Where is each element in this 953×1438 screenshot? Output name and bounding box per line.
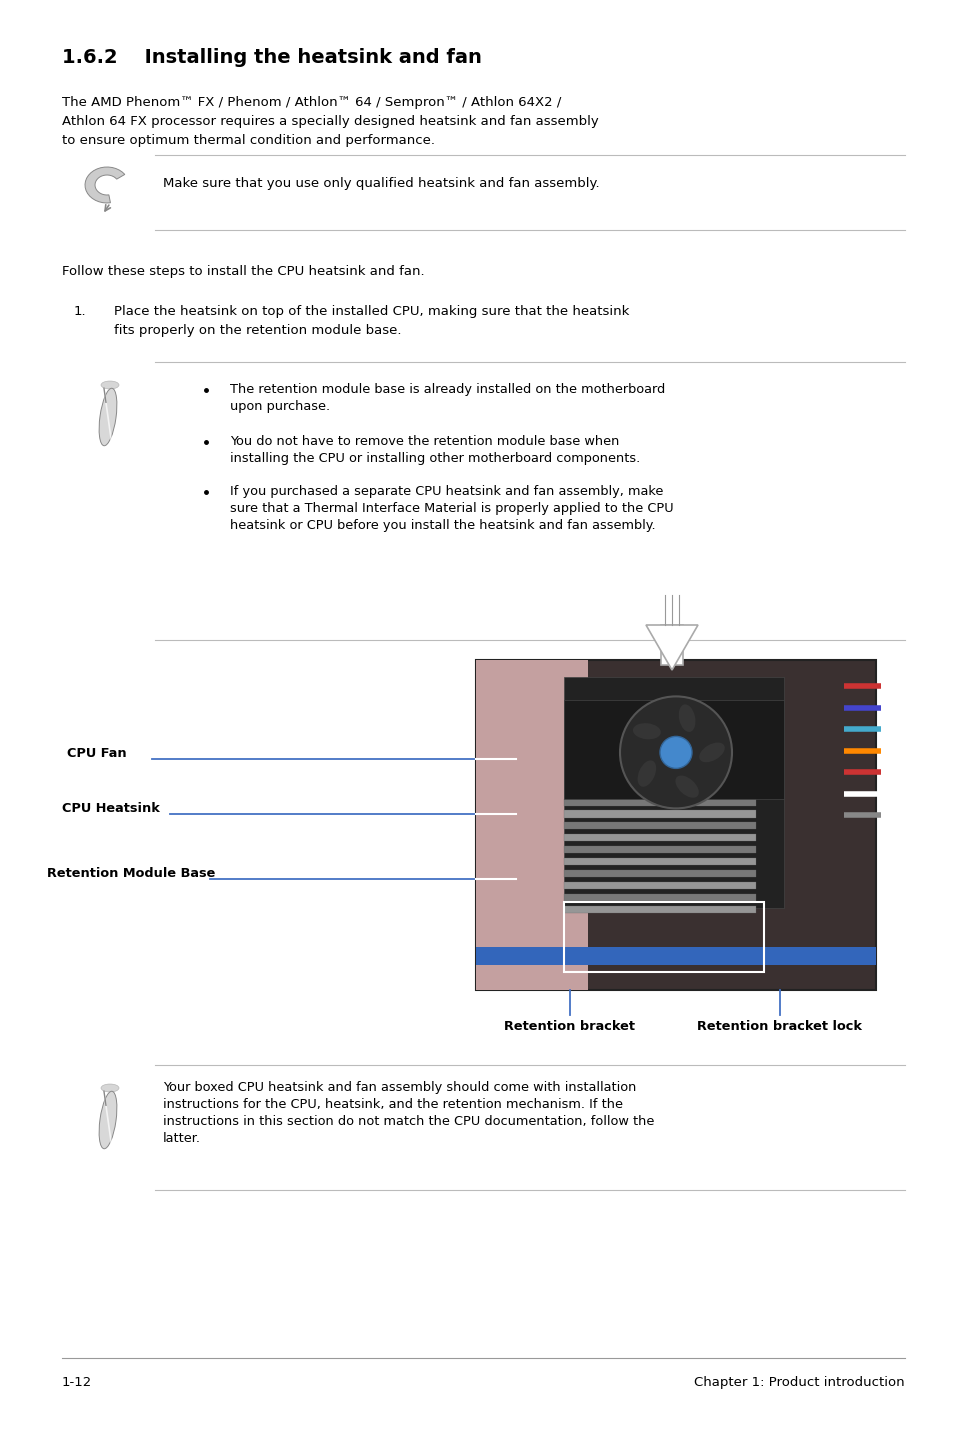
Polygon shape: [645, 626, 698, 670]
FancyBboxPatch shape: [563, 834, 755, 841]
Text: The AMD Phenom™ FX / Phenom / Athlon™ 64 / Sempron™ / Athlon 64X2 /: The AMD Phenom™ FX / Phenom / Athlon™ 64…: [62, 96, 560, 109]
FancyBboxPatch shape: [563, 811, 755, 818]
Text: instructions for the CPU, heatsink, and the retention mechanism. If the: instructions for the CPU, heatsink, and …: [163, 1099, 622, 1112]
FancyBboxPatch shape: [563, 798, 755, 805]
FancyBboxPatch shape: [476, 948, 875, 965]
FancyBboxPatch shape: [563, 846, 755, 853]
FancyBboxPatch shape: [563, 881, 755, 889]
Ellipse shape: [699, 742, 724, 762]
FancyBboxPatch shape: [660, 626, 682, 664]
Ellipse shape: [101, 381, 119, 390]
Text: CPU Fan: CPU Fan: [67, 746, 127, 761]
Polygon shape: [85, 167, 125, 203]
FancyBboxPatch shape: [563, 823, 755, 830]
Ellipse shape: [99, 388, 117, 446]
Text: to ensure optimum thermal condition and performance.: to ensure optimum thermal condition and …: [62, 134, 435, 147]
FancyBboxPatch shape: [563, 870, 755, 877]
Text: Chapter 1: Product introduction: Chapter 1: Product introduction: [694, 1376, 904, 1389]
FancyBboxPatch shape: [563, 906, 755, 913]
FancyBboxPatch shape: [563, 858, 755, 866]
Text: Athlon 64 FX processor requires a specially designed heatsink and fan assembly: Athlon 64 FX processor requires a specia…: [62, 115, 598, 128]
Text: Follow these steps to install the CPU heatsink and fan.: Follow these steps to install the CPU he…: [62, 265, 424, 278]
Text: Place the heatsink on top of the installed CPU, making sure that the heatsink: Place the heatsink on top of the install…: [113, 305, 629, 318]
Ellipse shape: [632, 723, 660, 739]
Text: fits properly on the retention module base.: fits properly on the retention module ba…: [113, 324, 401, 336]
FancyBboxPatch shape: [476, 660, 875, 989]
Text: 1.: 1.: [74, 305, 87, 318]
Ellipse shape: [101, 1084, 119, 1091]
Text: latter.: latter.: [163, 1132, 201, 1145]
Text: Retention bracket lock: Retention bracket lock: [697, 1020, 862, 1032]
Ellipse shape: [679, 705, 695, 732]
Text: instructions in this section do not match the CPU documentation, follow the: instructions in this section do not matc…: [163, 1114, 654, 1127]
Text: installing the CPU or installing other motherboard components.: installing the CPU or installing other m…: [230, 452, 639, 464]
FancyBboxPatch shape: [563, 676, 783, 907]
Ellipse shape: [675, 775, 699, 798]
FancyBboxPatch shape: [476, 660, 587, 989]
Ellipse shape: [637, 761, 656, 787]
Circle shape: [659, 736, 691, 768]
Text: CPU Heatsink: CPU Heatsink: [62, 802, 160, 815]
Text: sure that a Thermal Interface Material is properly applied to the CPU: sure that a Thermal Interface Material i…: [230, 502, 673, 515]
Text: heatsink or CPU before you install the heatsink and fan assembly.: heatsink or CPU before you install the h…: [230, 519, 655, 532]
Text: Retention bracket: Retention bracket: [504, 1020, 635, 1032]
Ellipse shape: [99, 1091, 117, 1149]
Text: You do not have to remove the retention module base when: You do not have to remove the retention …: [230, 436, 618, 449]
Text: 1-12: 1-12: [62, 1376, 92, 1389]
Text: upon purchase.: upon purchase.: [230, 400, 330, 413]
Text: If you purchased a separate CPU heatsink and fan assembly, make: If you purchased a separate CPU heatsink…: [230, 485, 662, 498]
FancyBboxPatch shape: [563, 893, 755, 900]
Circle shape: [619, 696, 731, 808]
Text: Retention Module Base: Retention Module Base: [47, 867, 215, 880]
Text: Make sure that you use only qualified heatsink and fan assembly.: Make sure that you use only qualified he…: [163, 177, 599, 190]
FancyBboxPatch shape: [563, 700, 783, 798]
Text: Your boxed CPU heatsink and fan assembly should come with installation: Your boxed CPU heatsink and fan assembly…: [163, 1081, 636, 1094]
Text: 1.6.2    Installing the heatsink and fan: 1.6.2 Installing the heatsink and fan: [62, 47, 481, 68]
Text: The retention module base is already installed on the motherboard: The retention module base is already ins…: [230, 383, 664, 395]
